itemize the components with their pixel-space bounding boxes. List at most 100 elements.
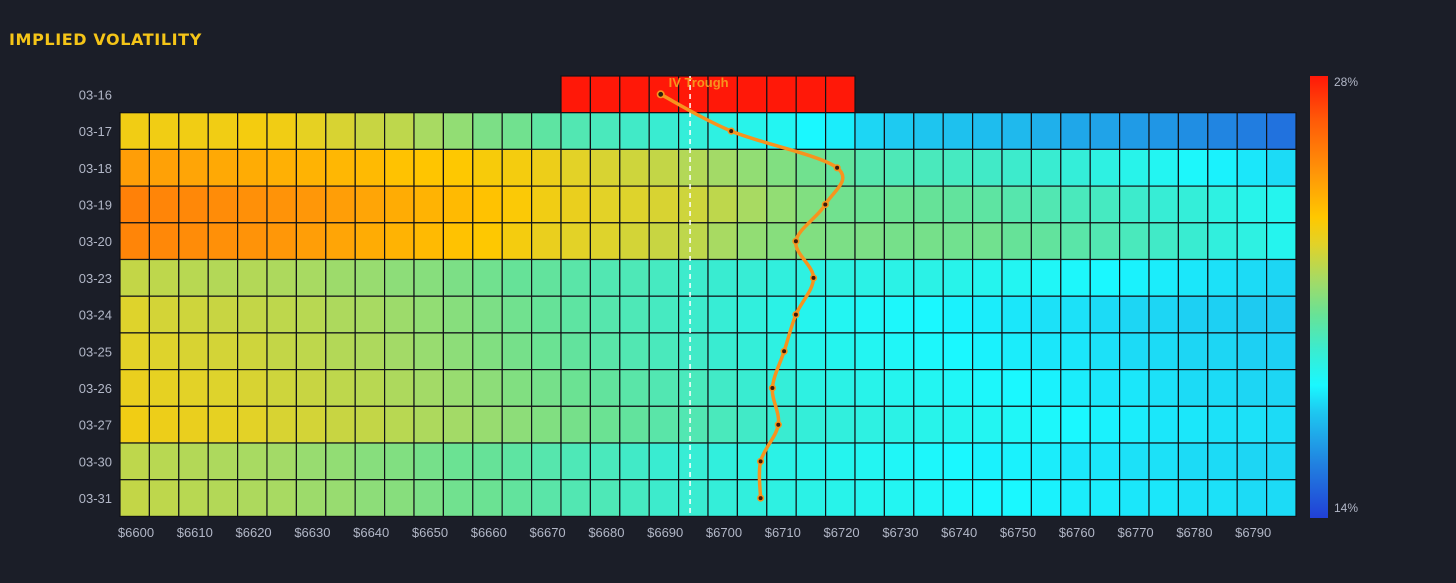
y-tick-label: 03-26 <box>79 381 112 396</box>
heatmap-cell <box>1118 258 1150 297</box>
x-tick-label: $6600 <box>118 525 154 540</box>
heatmap-cell <box>560 442 591 481</box>
heatmap-cell <box>207 405 239 444</box>
heatmap-cell <box>707 75 738 114</box>
heatmap-cell <box>442 295 474 334</box>
heatmap-cell <box>824 479 856 518</box>
heatmap-cell <box>824 442 856 481</box>
heatmap-cell <box>1207 295 1238 334</box>
heatmap-cell <box>266 222 297 261</box>
heatmap-cell <box>854 258 885 297</box>
heatmap-cell <box>913 479 944 518</box>
heatmap-cell <box>530 258 562 297</box>
heatmap-cell <box>501 479 533 518</box>
heatmap-cell <box>589 112 621 150</box>
heatmap-cell <box>1207 405 1238 444</box>
heatmap-cell <box>854 295 885 334</box>
chart-title: IMPLIED VOLATILITY <box>9 30 202 49</box>
heatmap-cell <box>237 369 268 407</box>
heatmap-cell <box>178 185 209 224</box>
heatmap-cell <box>766 332 797 371</box>
heatmap-cell <box>354 295 386 334</box>
heatmap-cell <box>560 405 591 444</box>
heatmap-cell <box>207 258 239 297</box>
heatmap-cell <box>207 112 239 150</box>
x-tick-label: $6720 <box>824 525 860 540</box>
heatmap-cell <box>942 112 974 150</box>
heatmap-cell <box>766 222 797 261</box>
heatmap-cell <box>560 75 591 114</box>
iv-trough-point <box>727 127 735 135</box>
heatmap-cell <box>883 185 915 224</box>
heatmap-cell <box>619 479 650 518</box>
heatmap-cell <box>384 332 415 371</box>
heatmap-cell <box>207 332 239 371</box>
heatmap-cell <box>442 185 474 224</box>
heatmap-cell <box>854 112 885 150</box>
heatmap-cell <box>207 295 239 334</box>
heatmap-cell <box>1089 222 1121 261</box>
heatmap-cell <box>824 369 856 407</box>
iv-trough-point <box>756 457 765 466</box>
heatmap-cell <box>1148 148 1179 187</box>
heatmap-cell <box>854 369 885 407</box>
x-tick-label: $6710 <box>765 525 801 540</box>
heatmap-cell <box>1001 479 1032 518</box>
iv-trough-point <box>774 421 782 429</box>
colorbar-gradient <box>1310 76 1328 518</box>
x-tick-label: $6650 <box>412 525 448 540</box>
heatmap-cell <box>119 405 150 444</box>
x-tick-label: $6680 <box>588 525 624 540</box>
y-tick-label: 03-23 <box>79 271 112 286</box>
heatmap-cell <box>354 185 386 224</box>
heatmap-cell <box>942 405 974 444</box>
heatmap-cells <box>119 75 1297 518</box>
heatmap-cell <box>942 258 974 297</box>
y-tick-label: 03-31 <box>79 491 112 506</box>
heatmap-cell <box>325 332 356 371</box>
heatmap-cell <box>913 332 944 371</box>
x-tick-label: $6670 <box>530 525 566 540</box>
heatmap-cell <box>1118 295 1150 334</box>
heatmap-cell <box>384 112 415 150</box>
heatmap-cell <box>1060 405 1091 444</box>
x-tick-label: $6740 <box>941 525 977 540</box>
heatmap-cell <box>501 442 533 481</box>
heatmap-cell <box>913 442 944 481</box>
x-tick-label: $6640 <box>353 525 389 540</box>
heatmap-cell <box>619 369 650 407</box>
heatmap-cell <box>501 332 533 371</box>
heatmap-cell <box>1148 258 1179 297</box>
heatmap-cell <box>619 185 650 224</box>
heatmap-cell <box>1177 148 1209 187</box>
heatmap-cell <box>913 405 944 444</box>
iv-trough-label: IV Trough <box>669 75 729 90</box>
x-tick-label: $6770 <box>1118 525 1154 540</box>
heatmap-cell <box>1207 369 1238 407</box>
heatmap-cell <box>795 258 827 297</box>
heatmap-cell <box>1030 332 1062 371</box>
heatmap-cell <box>1236 258 1268 297</box>
x-axis-labels: $6600 $6610 $6620 $6630 $6640 $6650 $6660 $6670… <box>118 525 1271 540</box>
heatmap-cell <box>1148 112 1179 150</box>
heatmap-cell <box>971 479 1003 518</box>
heatmap-cell <box>1265 222 1297 261</box>
heatmap-cell <box>648 479 680 518</box>
heatmap-cell <box>413 112 444 150</box>
heatmap-cell <box>1148 369 1179 407</box>
colorbar: 28% 14% <box>1310 75 1358 518</box>
heatmap-cell <box>325 479 356 518</box>
heatmap-cell <box>1236 442 1268 481</box>
heatmap-cell <box>442 442 474 481</box>
heatmap-cell <box>648 405 680 444</box>
heatmap-cell <box>384 405 415 444</box>
heatmap-cell <box>1148 405 1179 444</box>
heatmap-cell <box>677 442 709 481</box>
heatmap-cell <box>354 369 386 407</box>
heatmap-cell <box>1236 295 1268 334</box>
colorbar-min-label: 14% <box>1334 501 1358 515</box>
heatmap-cell <box>472 479 503 518</box>
heatmap-cell <box>942 369 974 407</box>
heatmap-cell <box>1236 148 1268 187</box>
heatmap-cell <box>1030 258 1062 297</box>
